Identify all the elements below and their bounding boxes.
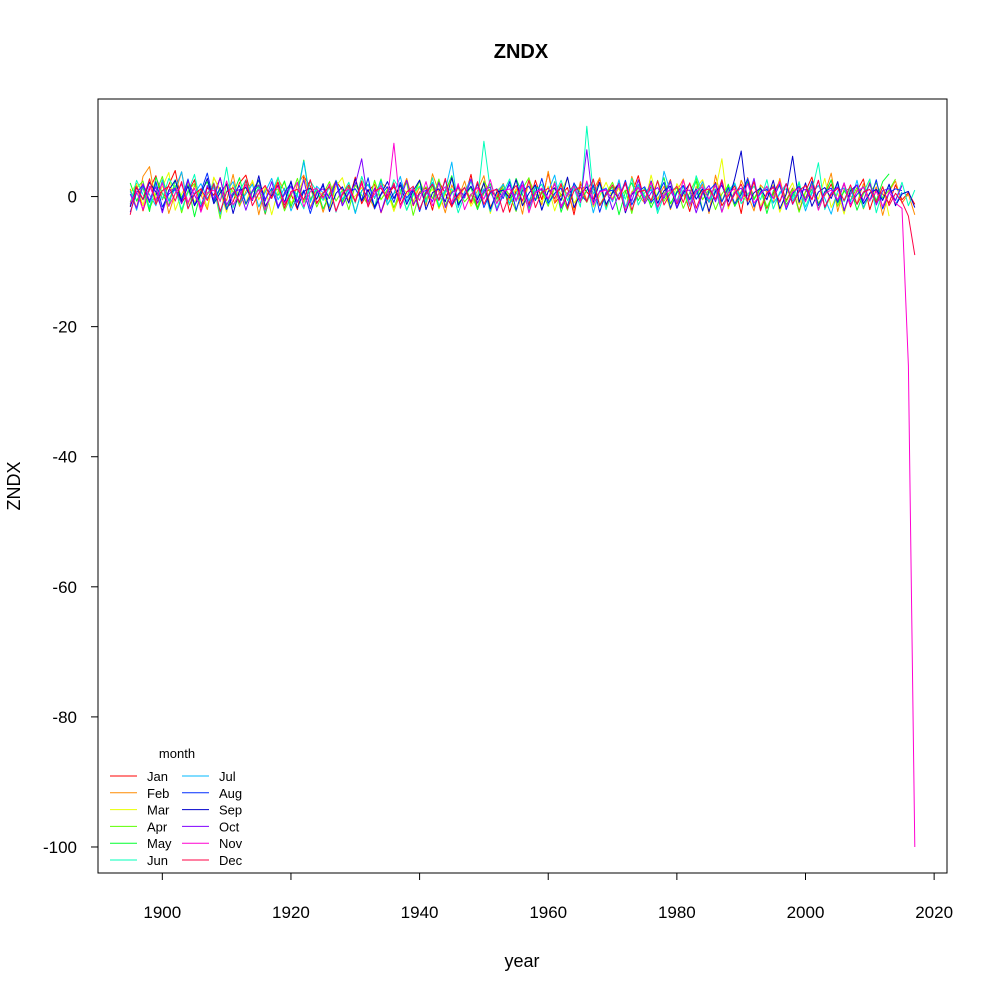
y-tick-label: 0: [68, 188, 77, 207]
legend-title: month: [159, 746, 195, 761]
legend-label-oct: Oct: [219, 819, 240, 834]
x-tick-label: 1960: [529, 903, 567, 922]
y-axis-label: ZNDX: [4, 462, 24, 511]
legend-label-dec: Dec: [219, 853, 243, 868]
x-tick-label: 1940: [401, 903, 439, 922]
x-tick-label: 1900: [143, 903, 181, 922]
y-axis: 0 -20 -40 -60 -80 -100: [43, 188, 99, 857]
legend-label-jan: Jan: [147, 769, 168, 784]
legend-label-jul: Jul: [219, 769, 236, 784]
x-axis: 1900 1920 1940 1960 1980 2000 2020: [143, 872, 953, 922]
y-tick-label: -80: [52, 708, 77, 727]
y-tick-label: -20: [52, 318, 77, 337]
y-tick-label: -60: [52, 578, 77, 597]
series-line-dec: [129, 177, 916, 256]
legend-label-nov: Nov: [219, 836, 243, 851]
legend-label-jun: Jun: [147, 853, 168, 868]
legend-label-mar: Mar: [147, 803, 170, 818]
legend-label-feb: Feb: [147, 786, 169, 801]
x-tick-label: 2020: [915, 903, 953, 922]
legend-label-may: May: [147, 836, 172, 851]
series-line-jul: [129, 160, 903, 215]
y-tick-label: -40: [52, 448, 77, 467]
series-line-may: [129, 159, 890, 218]
legend-label-aug: Aug: [219, 786, 242, 801]
x-tick-label: 2000: [787, 903, 825, 922]
x-axis-label: year: [504, 951, 539, 971]
series-layer: [129, 125, 916, 848]
legend-label-sep: Sep: [219, 803, 242, 818]
x-tick-label: 1920: [272, 903, 310, 922]
legend-label-apr: Apr: [147, 819, 168, 834]
chart-title: ZNDX: [494, 41, 549, 63]
y-tick-label: -100: [43, 838, 77, 857]
x-tick-label: 1980: [658, 903, 696, 922]
series-line-nov: [129, 142, 916, 848]
